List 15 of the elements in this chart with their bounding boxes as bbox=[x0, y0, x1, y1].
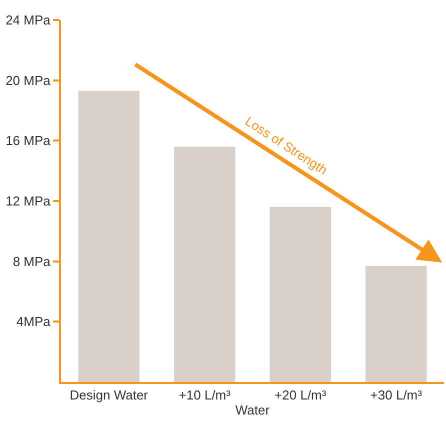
x-axis-title: Water bbox=[235, 402, 270, 418]
x-tick-label: +10 L/m³ bbox=[178, 388, 232, 403]
y-tick-label: 24 MPa bbox=[6, 12, 52, 28]
y-tick-label: 16 MPa bbox=[6, 133, 52, 148]
bar bbox=[270, 207, 332, 382]
bar bbox=[174, 146, 236, 382]
y-tick-label: 4MPa bbox=[16, 314, 52, 330]
y-tick-label: 8 MPa bbox=[12, 254, 52, 269]
bar bbox=[365, 266, 427, 382]
bar bbox=[78, 90, 140, 382]
y-tick-label: 12 MPa bbox=[6, 194, 52, 209]
x-tick-label: +30 L/m³ bbox=[370, 388, 423, 403]
y-tick-label: 20 MPa bbox=[6, 72, 52, 88]
x-tick-label: Design Water bbox=[70, 388, 149, 403]
x-tick-label: +20 L/m³ bbox=[274, 388, 327, 403]
